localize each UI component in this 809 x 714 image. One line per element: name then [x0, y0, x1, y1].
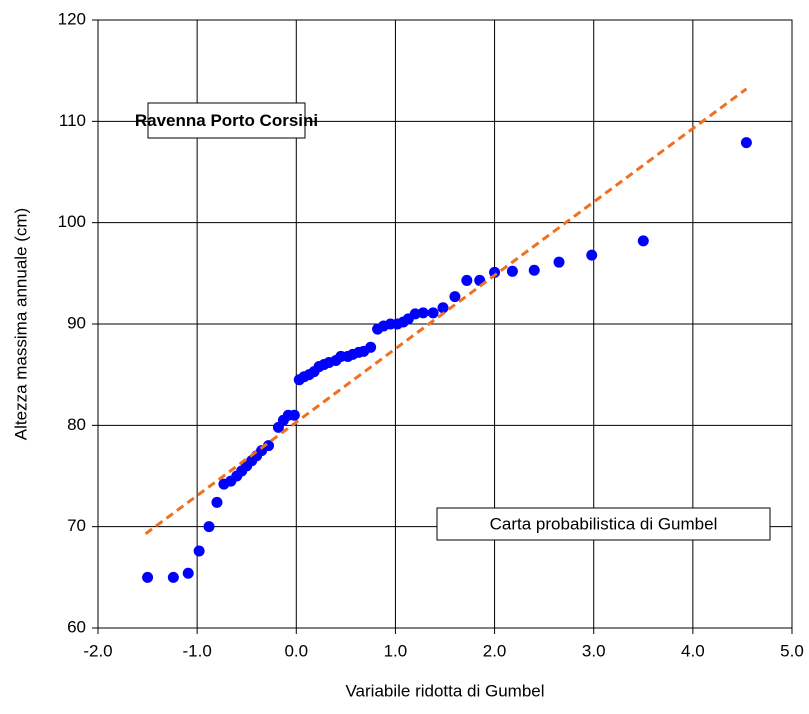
- data-point: [528, 264, 540, 276]
- data-point: [203, 521, 215, 533]
- y-tick-label: 100: [58, 212, 86, 231]
- x-tick-label: 2.0: [483, 641, 507, 660]
- annotation-box: [147, 102, 306, 139]
- x-axis-label: Variabile ridotta di Gumbel: [345, 681, 544, 700]
- data-point: [553, 256, 565, 268]
- data-point: [461, 274, 473, 286]
- annotation: Carta probabilistica di Gumbel: [490, 514, 718, 533]
- plot-border: [97, 19, 793, 629]
- y-tick-label: 90: [67, 313, 86, 332]
- data-point: [142, 571, 154, 583]
- data-point: [417, 307, 429, 319]
- annotation: Ravenna Porto Corsini: [135, 111, 318, 130]
- data-point: [449, 291, 461, 303]
- x-tick-label: 4.0: [681, 641, 705, 660]
- data-point: [637, 235, 649, 247]
- data-point: [427, 307, 439, 319]
- x-tick-label: -2.0: [83, 641, 112, 660]
- y-tick-label: 70: [67, 516, 86, 535]
- data-point: [167, 571, 179, 583]
- x-tick-label: 0.0: [284, 641, 308, 660]
- data-point: [182, 567, 194, 579]
- x-tick-label: 5.0: [780, 641, 804, 660]
- y-axis-label: Altezza massima annuale (cm): [11, 208, 30, 440]
- y-tick-label: 80: [67, 415, 86, 434]
- data-point: [263, 440, 275, 452]
- data-point: [288, 409, 300, 421]
- fit-line: [144, 87, 748, 535]
- data-point: [506, 265, 518, 277]
- y-tick-label: 110: [59, 111, 86, 130]
- data-point: [586, 249, 598, 261]
- x-tick-label: -1.0: [182, 641, 211, 660]
- data-point: [437, 302, 449, 314]
- data-point: [740, 137, 752, 149]
- annotation-box: [436, 507, 771, 541]
- x-tick-label: 1.0: [384, 641, 408, 660]
- y-tick-label: 60: [67, 617, 86, 636]
- data-point: [211, 496, 223, 508]
- data-point: [193, 545, 205, 557]
- data-point: [365, 341, 377, 353]
- y-tick-label: 120: [58, 9, 86, 28]
- x-tick-label: 3.0: [582, 641, 606, 660]
